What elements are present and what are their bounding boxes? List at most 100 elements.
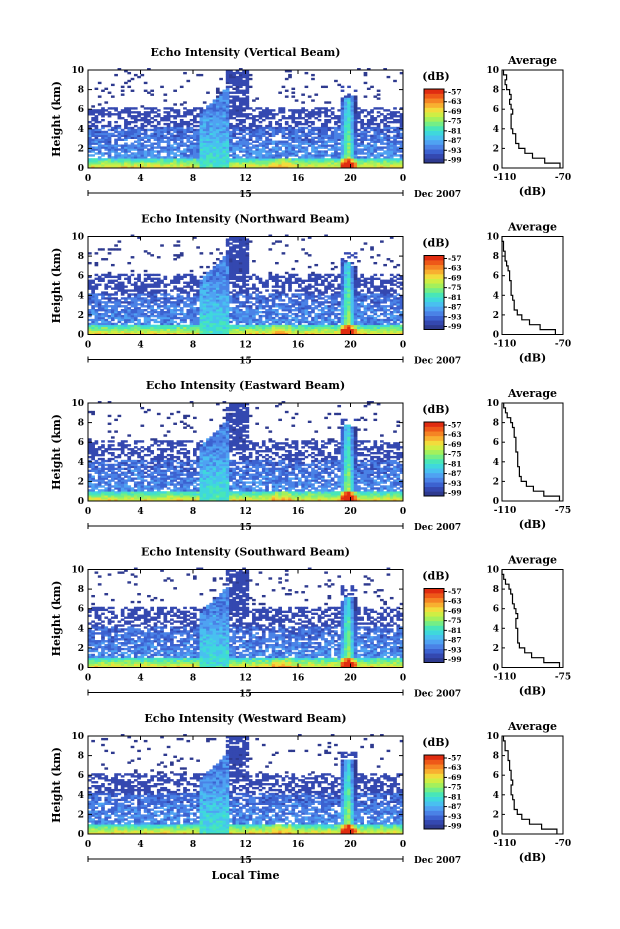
heatmap-cell xyxy=(160,310,164,314)
heatmap-cell xyxy=(225,158,230,161)
heatmap-cell xyxy=(288,162,292,165)
heatmap-cell xyxy=(199,124,204,128)
heatmap-cell xyxy=(209,303,214,306)
heatmap-cell xyxy=(281,152,286,155)
heatmap-cell xyxy=(399,113,404,116)
heatmap-cell xyxy=(245,148,250,151)
heatmap-cell xyxy=(186,128,191,132)
heatmap-cell xyxy=(366,111,371,114)
heatmap-cell xyxy=(255,289,260,292)
heatmap-cell xyxy=(193,152,197,155)
heatmap-cell xyxy=(350,158,355,161)
heatmap-cell xyxy=(252,115,256,118)
heatmap-cell xyxy=(258,291,263,294)
heatmap-cell xyxy=(271,130,276,134)
heatmap-cell xyxy=(150,289,155,292)
heatmap-cell xyxy=(383,152,387,155)
heatmap-cell xyxy=(199,152,204,155)
heatmap-cell xyxy=(386,166,391,169)
heatmap-cell xyxy=(137,289,141,292)
heatmap-cell xyxy=(117,305,122,308)
heatmap-cell xyxy=(281,85,286,89)
heatmap-cell xyxy=(209,295,214,298)
heatmap-cell xyxy=(176,332,181,335)
heatmap-cell xyxy=(104,142,109,145)
heatmap-cell xyxy=(235,320,240,324)
heatmap-cell xyxy=(235,293,240,296)
heatmap-cell xyxy=(97,156,102,159)
heatmap-cell xyxy=(245,244,250,247)
heatmap-cell xyxy=(183,113,187,116)
heatmap-cell xyxy=(124,277,128,281)
heatmap-cell xyxy=(133,73,138,77)
heatmap-cell xyxy=(166,299,171,302)
heatmap-cell xyxy=(166,332,171,335)
heatmap-cell xyxy=(258,324,263,328)
heatmap-cell xyxy=(107,314,112,318)
heatmap-cell xyxy=(399,158,404,161)
heatmap-cell xyxy=(140,144,145,147)
heatmap-cell xyxy=(258,134,263,138)
heatmap-cell xyxy=(117,130,122,134)
heatmap-cell xyxy=(124,160,128,163)
heatmap-cell xyxy=(124,297,128,300)
heatmap-cell xyxy=(340,111,345,114)
heatmap-cell xyxy=(357,150,361,153)
heatmap-cell xyxy=(179,309,184,312)
heatmap-cell xyxy=(209,301,214,304)
heatmap-cell xyxy=(235,166,240,169)
heatmap-cell xyxy=(275,122,279,126)
heatmap-cell xyxy=(163,312,168,316)
heatmap-cell xyxy=(209,138,214,141)
heatmap-cell xyxy=(337,124,342,128)
heatmap-cell xyxy=(107,309,112,312)
heatmap-cell xyxy=(189,279,194,282)
heatmap-cell xyxy=(189,287,194,290)
heatmap-cell xyxy=(238,263,243,267)
heatmap-cell xyxy=(294,146,299,149)
heatmap-cell xyxy=(222,301,227,304)
heatmap-cell xyxy=(393,107,397,110)
heatmap-cell xyxy=(186,281,191,284)
heatmap-cell xyxy=(298,126,302,130)
heatmap-cell xyxy=(101,328,105,331)
heatmap-cell xyxy=(294,277,299,281)
heatmap-cell xyxy=(212,120,217,124)
heatmap-cell xyxy=(202,132,207,136)
heatmap-cell xyxy=(88,332,92,335)
heatmap-cell xyxy=(386,113,391,116)
heatmap-cell xyxy=(320,134,325,138)
heatmap-cell xyxy=(242,130,246,134)
heatmap-cell xyxy=(314,142,319,145)
heatmap-cell xyxy=(232,332,237,335)
heatmap-cell xyxy=(156,273,161,277)
heatmap-cell xyxy=(343,134,348,138)
heatmap-cell xyxy=(94,128,99,132)
heatmap-cell xyxy=(389,156,394,159)
heatmap-cell xyxy=(268,154,273,157)
heatmap-cell xyxy=(232,256,237,259)
heatmap-cell xyxy=(363,128,368,132)
heatmap-cell xyxy=(232,107,237,110)
heatmap-cell xyxy=(307,117,312,120)
heatmap-cell xyxy=(209,158,214,161)
colorbar-swatch xyxy=(424,135,444,141)
heatmap-cell xyxy=(393,148,397,151)
heatmap-cell xyxy=(120,318,125,322)
heatmap-cell xyxy=(252,287,256,290)
heatmap-cell xyxy=(389,152,394,155)
heatmap-cell xyxy=(215,144,220,147)
heatmap-cell xyxy=(248,154,253,157)
heatmap-cell xyxy=(143,130,148,134)
heatmap-cell xyxy=(199,107,204,110)
heatmap-cell xyxy=(176,299,181,302)
heatmap-cell xyxy=(242,89,246,92)
heatmap-cell xyxy=(343,113,348,116)
heatmap-cell xyxy=(340,128,345,132)
heatmap-cell xyxy=(314,312,319,316)
heatmap-cell xyxy=(120,85,125,89)
heatmap-cell xyxy=(327,126,332,130)
heatmap-cell xyxy=(278,164,282,167)
heatmap-cell xyxy=(156,332,161,335)
heatmap-cell xyxy=(252,120,256,124)
